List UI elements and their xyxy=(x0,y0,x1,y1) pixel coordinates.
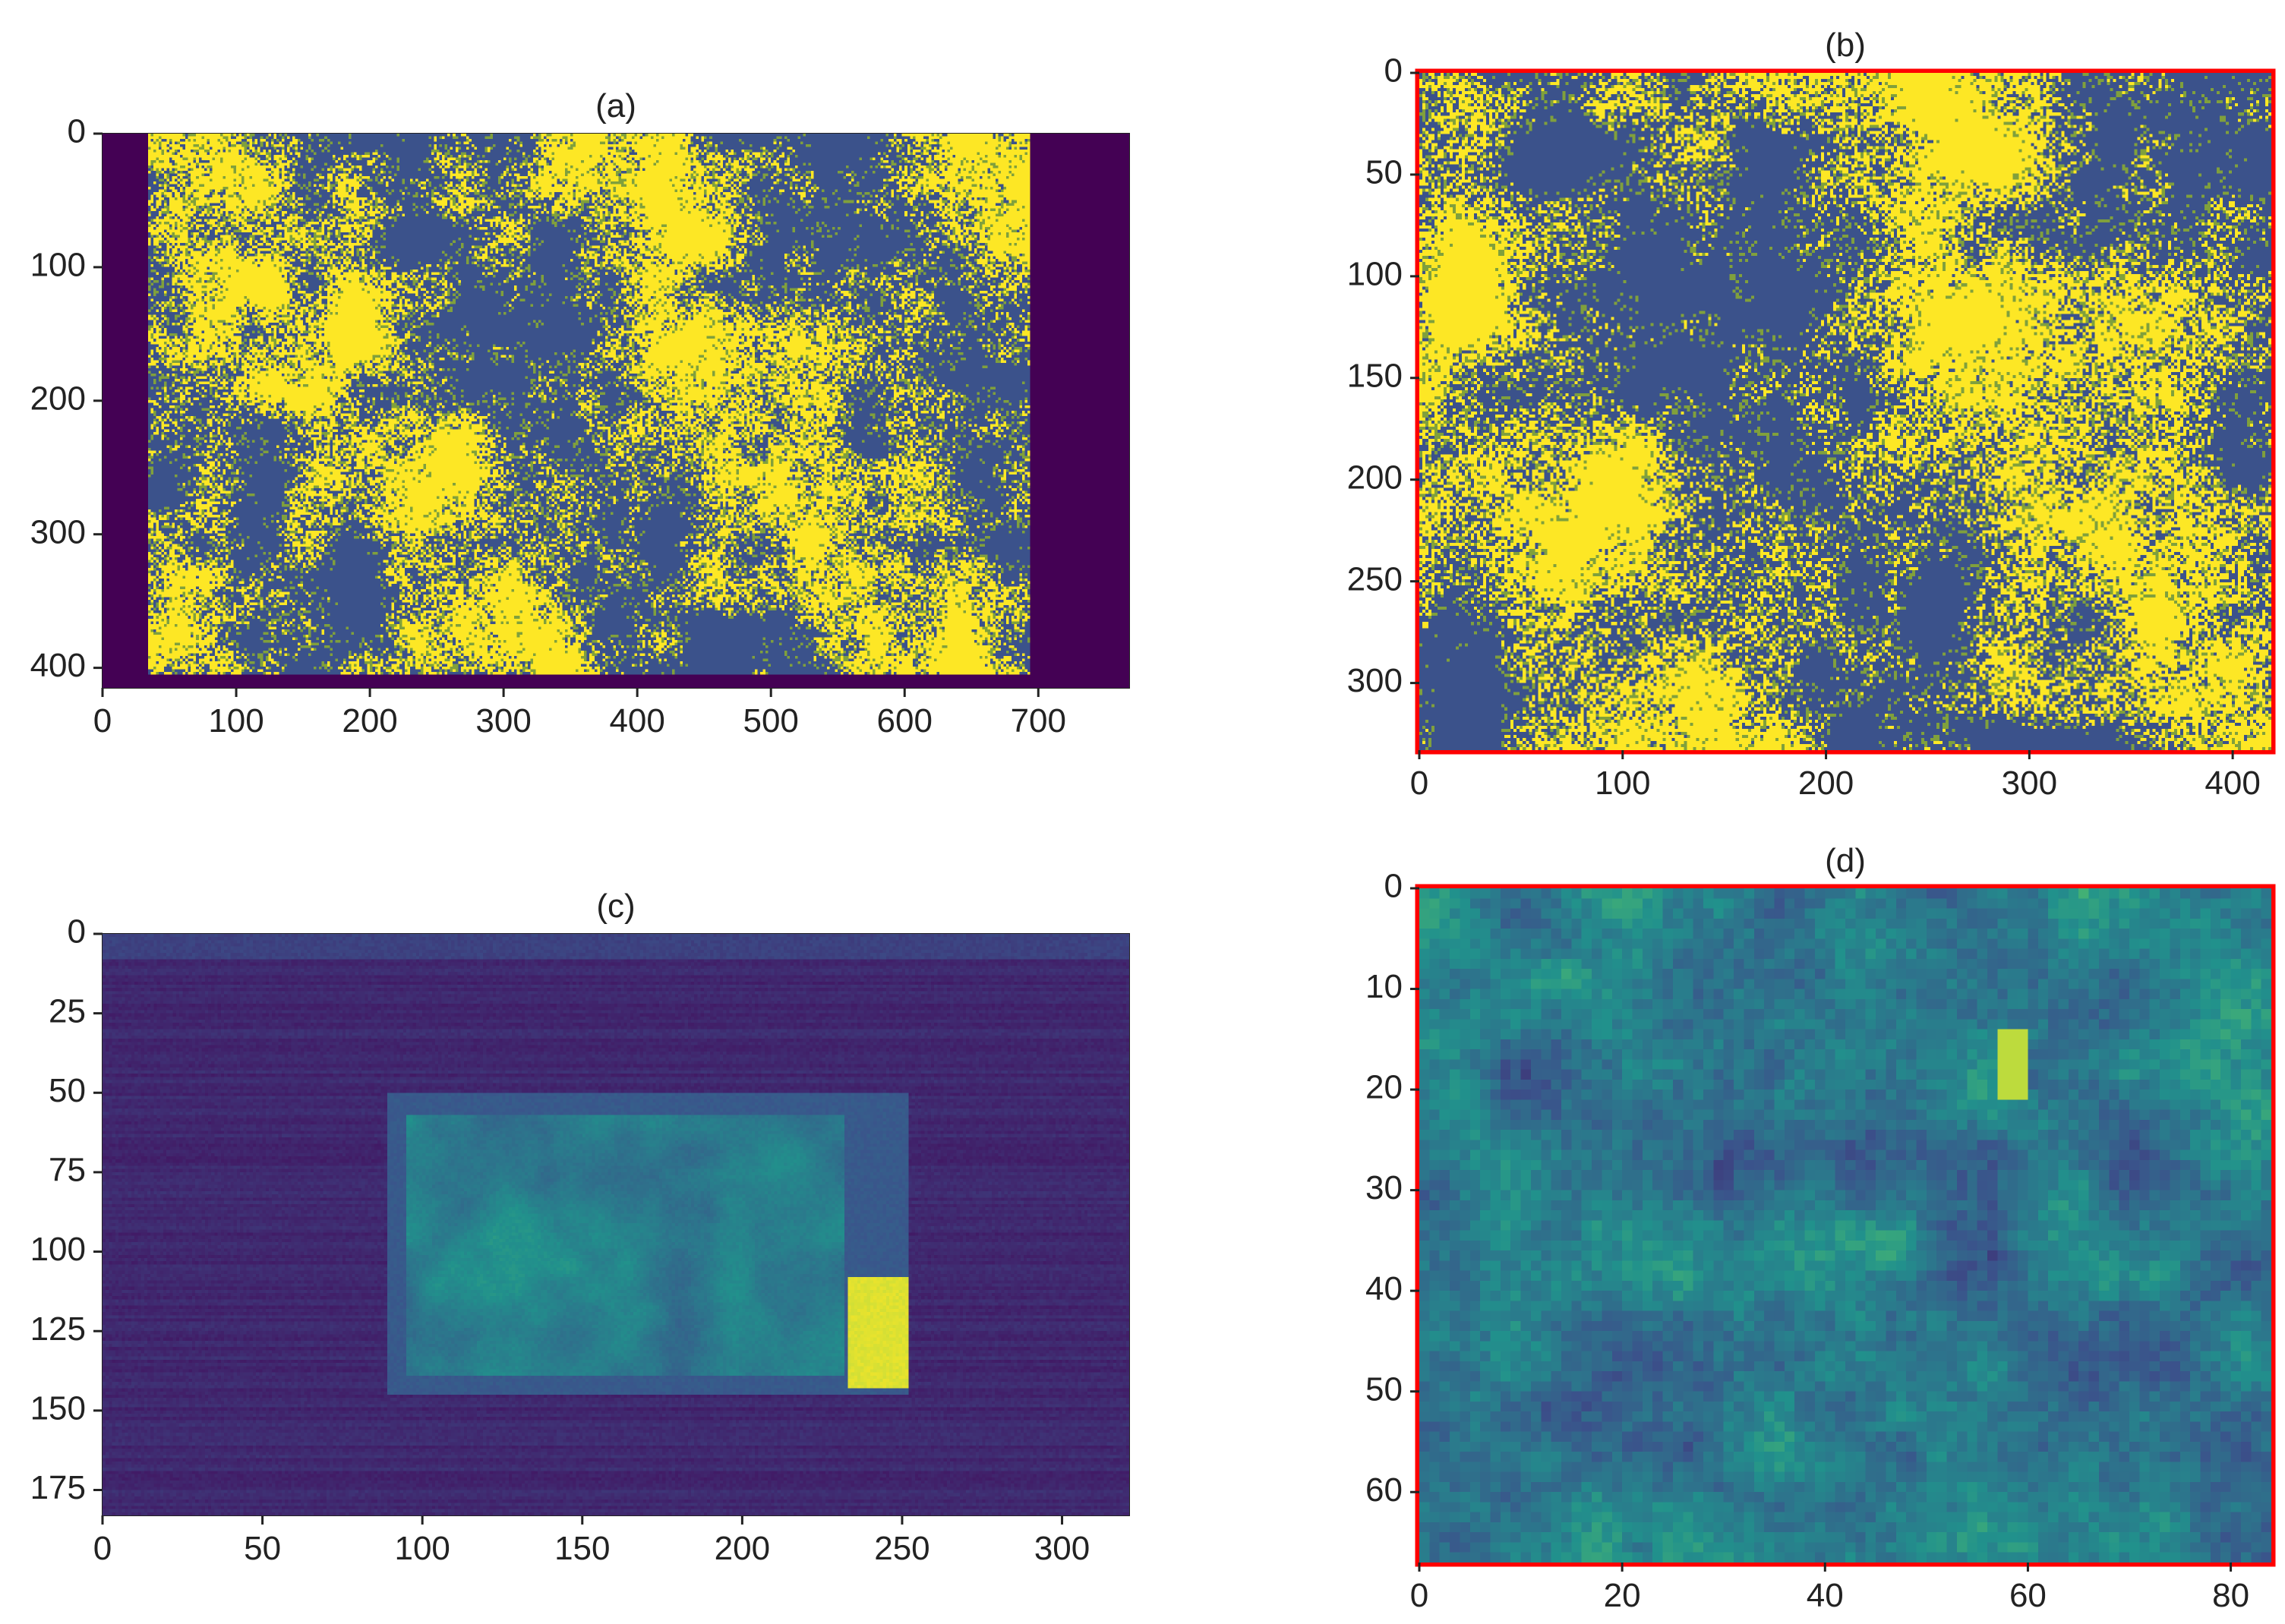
x-tick-label: 20 xyxy=(1604,1577,1641,1614)
y-tick-label: 0 xyxy=(68,113,86,150)
x-tick-label: 80 xyxy=(2212,1577,2249,1614)
x-tick-label: 100 xyxy=(1595,765,1650,802)
panel-c-image xyxy=(103,934,1129,1515)
panel-title: (b) xyxy=(1825,27,1866,64)
y-tick-label: 0 xyxy=(1384,868,1403,905)
x-tick-label: 100 xyxy=(208,702,264,739)
y-tick-label: 75 xyxy=(49,1152,86,1189)
y-tick-label: 0 xyxy=(68,913,86,951)
y-tick-label: 50 xyxy=(49,1072,86,1109)
x-tick-label: 200 xyxy=(342,702,397,739)
x-tick-label: 50 xyxy=(244,1530,281,1567)
y-tick-label: 200 xyxy=(30,380,86,417)
y-tick-label: 300 xyxy=(1347,662,1403,699)
x-tick-label: 0 xyxy=(1410,765,1428,802)
x-tick-label: 500 xyxy=(743,702,798,739)
y-tick-label: 25 xyxy=(49,992,86,1030)
y-tick-label: 150 xyxy=(1347,357,1403,394)
x-tick-label: 40 xyxy=(1807,1577,1844,1614)
y-tick-label: 40 xyxy=(1365,1270,1403,1307)
x-tick-label: 300 xyxy=(2002,765,2057,802)
x-tick-label: 0 xyxy=(1410,1577,1428,1614)
panel-d-image xyxy=(1419,888,2271,1563)
x-tick-label: 300 xyxy=(475,702,531,739)
y-tick-label: 400 xyxy=(30,647,86,684)
x-tick-label: 150 xyxy=(554,1530,610,1567)
y-tick-label: 125 xyxy=(30,1310,86,1348)
y-tick-label: 20 xyxy=(1365,1069,1403,1106)
x-tick-label: 300 xyxy=(1034,1530,1090,1567)
x-tick-label: 700 xyxy=(1011,702,1066,739)
panel-title: (c) xyxy=(596,888,635,925)
y-tick-label: 0 xyxy=(1384,52,1403,90)
x-tick-label: 200 xyxy=(715,1530,770,1567)
x-tick-label: 60 xyxy=(2009,1577,2047,1614)
x-tick-label: 200 xyxy=(1798,765,1854,802)
y-tick-label: 175 xyxy=(30,1469,86,1506)
y-tick-label: 50 xyxy=(1365,1370,1403,1408)
y-tick-label: 50 xyxy=(1365,154,1403,191)
y-tick-label: 200 xyxy=(1347,459,1403,496)
panel-b-image xyxy=(1419,73,2271,750)
panel-title: (a) xyxy=(595,87,636,125)
x-tick-label: 100 xyxy=(394,1530,450,1567)
y-tick-label: 100 xyxy=(30,247,86,284)
panel-title: (d) xyxy=(1825,842,1866,879)
x-tick-label: 600 xyxy=(877,702,933,739)
y-tick-label: 100 xyxy=(30,1231,86,1268)
y-tick-label: 100 xyxy=(1347,255,1403,292)
x-tick-label: 0 xyxy=(93,702,112,739)
x-tick-label: 0 xyxy=(93,1530,112,1567)
x-tick-label: 400 xyxy=(2205,765,2260,802)
y-tick-label: 10 xyxy=(1365,968,1403,1005)
y-tick-label: 300 xyxy=(30,513,86,550)
y-tick-label: 150 xyxy=(30,1389,86,1427)
x-tick-label: 250 xyxy=(874,1530,929,1567)
panel-c: 324620(c)0501001502002503000255075100125… xyxy=(30,888,1130,1567)
y-tick-label: 30 xyxy=(1365,1169,1403,1206)
y-tick-label: 60 xyxy=(1365,1471,1403,1509)
x-tick-label: 400 xyxy=(609,702,664,739)
panel-a-image xyxy=(103,134,1129,688)
y-tick-label: 250 xyxy=(1347,560,1403,598)
